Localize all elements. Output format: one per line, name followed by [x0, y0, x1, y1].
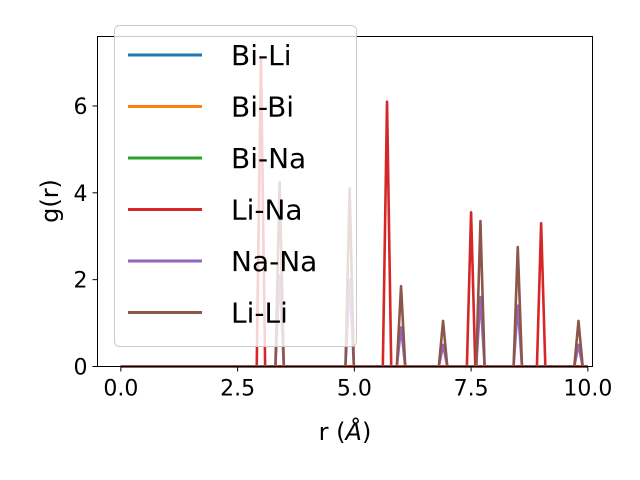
- x-axis: 0.0 2.5 5.0 7.5 10.0: [103, 366, 612, 402]
- y-tick-label: 0: [74, 356, 88, 381]
- legend-item-li-li: Li-Li: [128, 297, 288, 330]
- x-tick-label: 5.0: [337, 377, 372, 402]
- legend-label: Bi-Na: [231, 142, 306, 175]
- legend-item-li-na: Li-Na: [128, 194, 303, 227]
- legend-label: Li-Na: [231, 194, 303, 227]
- legend-item-bi-bi: Bi-Bi: [128, 91, 294, 124]
- legend-label: Bi-Bi: [231, 91, 294, 124]
- x-tick-label: 10.0: [563, 377, 612, 402]
- legend-label: Na-Na: [231, 245, 317, 278]
- x-tick-label: 2.5: [220, 377, 255, 402]
- y-axis: 0 2 4 6: [74, 95, 98, 381]
- legend-item-bi-na: Bi-Na: [128, 142, 306, 175]
- legend-item-na-na: Na-Na: [128, 245, 317, 278]
- y-tick-label: 4: [74, 182, 88, 207]
- x-tick-label: 0.0: [103, 377, 138, 402]
- legend-label: Bi-Li: [231, 39, 291, 72]
- x-tick-label: 7.5: [454, 377, 489, 402]
- y-tick-label: 2: [74, 269, 88, 294]
- x-axis-label: r (Å): [319, 417, 372, 446]
- legend-label: Li-Li: [231, 297, 288, 330]
- legend: Bi-Li Bi-Bi Bi-Na Li-Na Na-Na Li-Li: [114, 25, 357, 347]
- y-axis-label: g(r): [36, 179, 64, 223]
- legend-item-bi-li: Bi-Li: [128, 39, 291, 72]
- y-tick-label: 6: [74, 95, 88, 120]
